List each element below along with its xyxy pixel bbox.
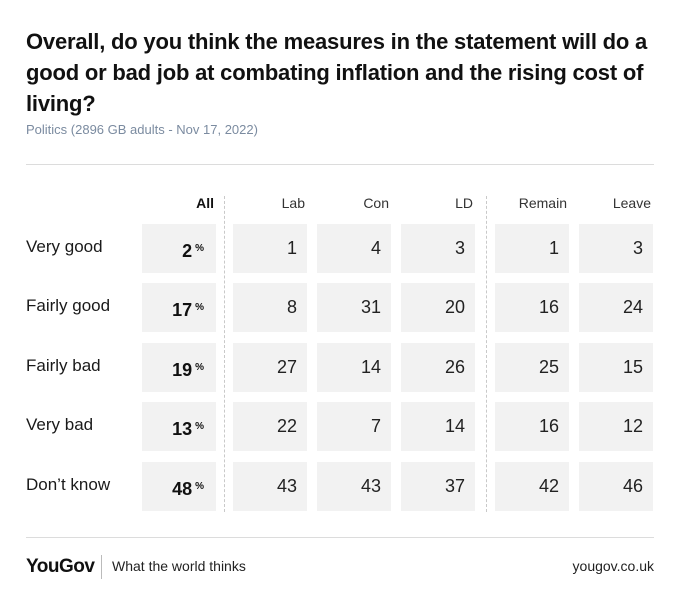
footer-url: yougov.co.uk [572,558,654,574]
table-cell: 24 [579,283,653,332]
table-cell: 46 [579,462,653,511]
table-cell: 27 [233,343,307,392]
table-cell: 26 [401,343,475,392]
table-cell: 14 [401,402,475,451]
percent-sign: % [195,481,204,492]
bottom-divider [26,537,654,538]
table-cell: 4 [317,224,391,273]
table-cell: 8 [233,283,307,332]
column-group-separator [224,196,225,512]
column-header-all: All [196,195,214,211]
table-cell: 20 [401,283,475,332]
percent-sign: % [195,243,204,254]
column-group-separator [486,196,487,512]
row-label: Very good [26,237,103,256]
column-header-con: Con [363,195,389,211]
yougov-logo: YouGov [26,556,95,577]
table-cell: 22 [233,402,307,451]
table-cell: 43 [233,462,307,511]
row-label: Very bad [26,415,94,434]
chart-subtitle: Politics (2896 GB adults - Nov 17, 2022) [26,122,258,137]
footer-tagline: What the world thinks [112,558,246,574]
table-cell: 31 [317,283,391,332]
row-label: Don’t know [26,475,111,494]
cell-value: 19 [172,360,193,380]
table-cell: 48% [142,462,216,511]
row-label: Fairly bad [26,356,101,375]
column-header-lab: Lab [281,195,305,211]
table-cell: 25 [495,343,569,392]
table-cell: 13% [142,402,216,451]
percent-sign: % [195,421,204,432]
table-cell: 12 [579,402,653,451]
column-header-ld: LD [455,195,473,211]
table-cell: 3 [401,224,475,273]
cell-value: 2 [182,241,193,261]
table-cell: 1 [233,224,307,273]
percent-sign: % [195,362,204,373]
table-cell: 42 [495,462,569,511]
table-cell: 17% [142,283,216,332]
cell-value: 17 [172,300,193,320]
table-cell: 7 [317,402,391,451]
top-divider [26,164,654,165]
table-cell: 19% [142,343,216,392]
column-header-remain: Remain [518,195,567,211]
row-label: Fairly good [26,296,111,315]
table-cell: 14 [317,343,391,392]
percent-sign: % [195,302,204,313]
chart-title: Overall, do you think the measures in th… [26,29,648,116]
table-cell: 2% [142,224,216,273]
footer-separator [101,555,102,579]
table-cell: 16 [495,402,569,451]
table-cell: 1 [495,224,569,273]
table-cell: 3 [579,224,653,273]
table-cell: 37 [401,462,475,511]
table-cell: 16 [495,283,569,332]
table-cell: 43 [317,462,391,511]
table-cell: 15 [579,343,653,392]
cell-value: 13 [172,419,193,439]
cell-value: 48 [172,479,193,499]
column-header-leave: Leave [612,195,651,211]
